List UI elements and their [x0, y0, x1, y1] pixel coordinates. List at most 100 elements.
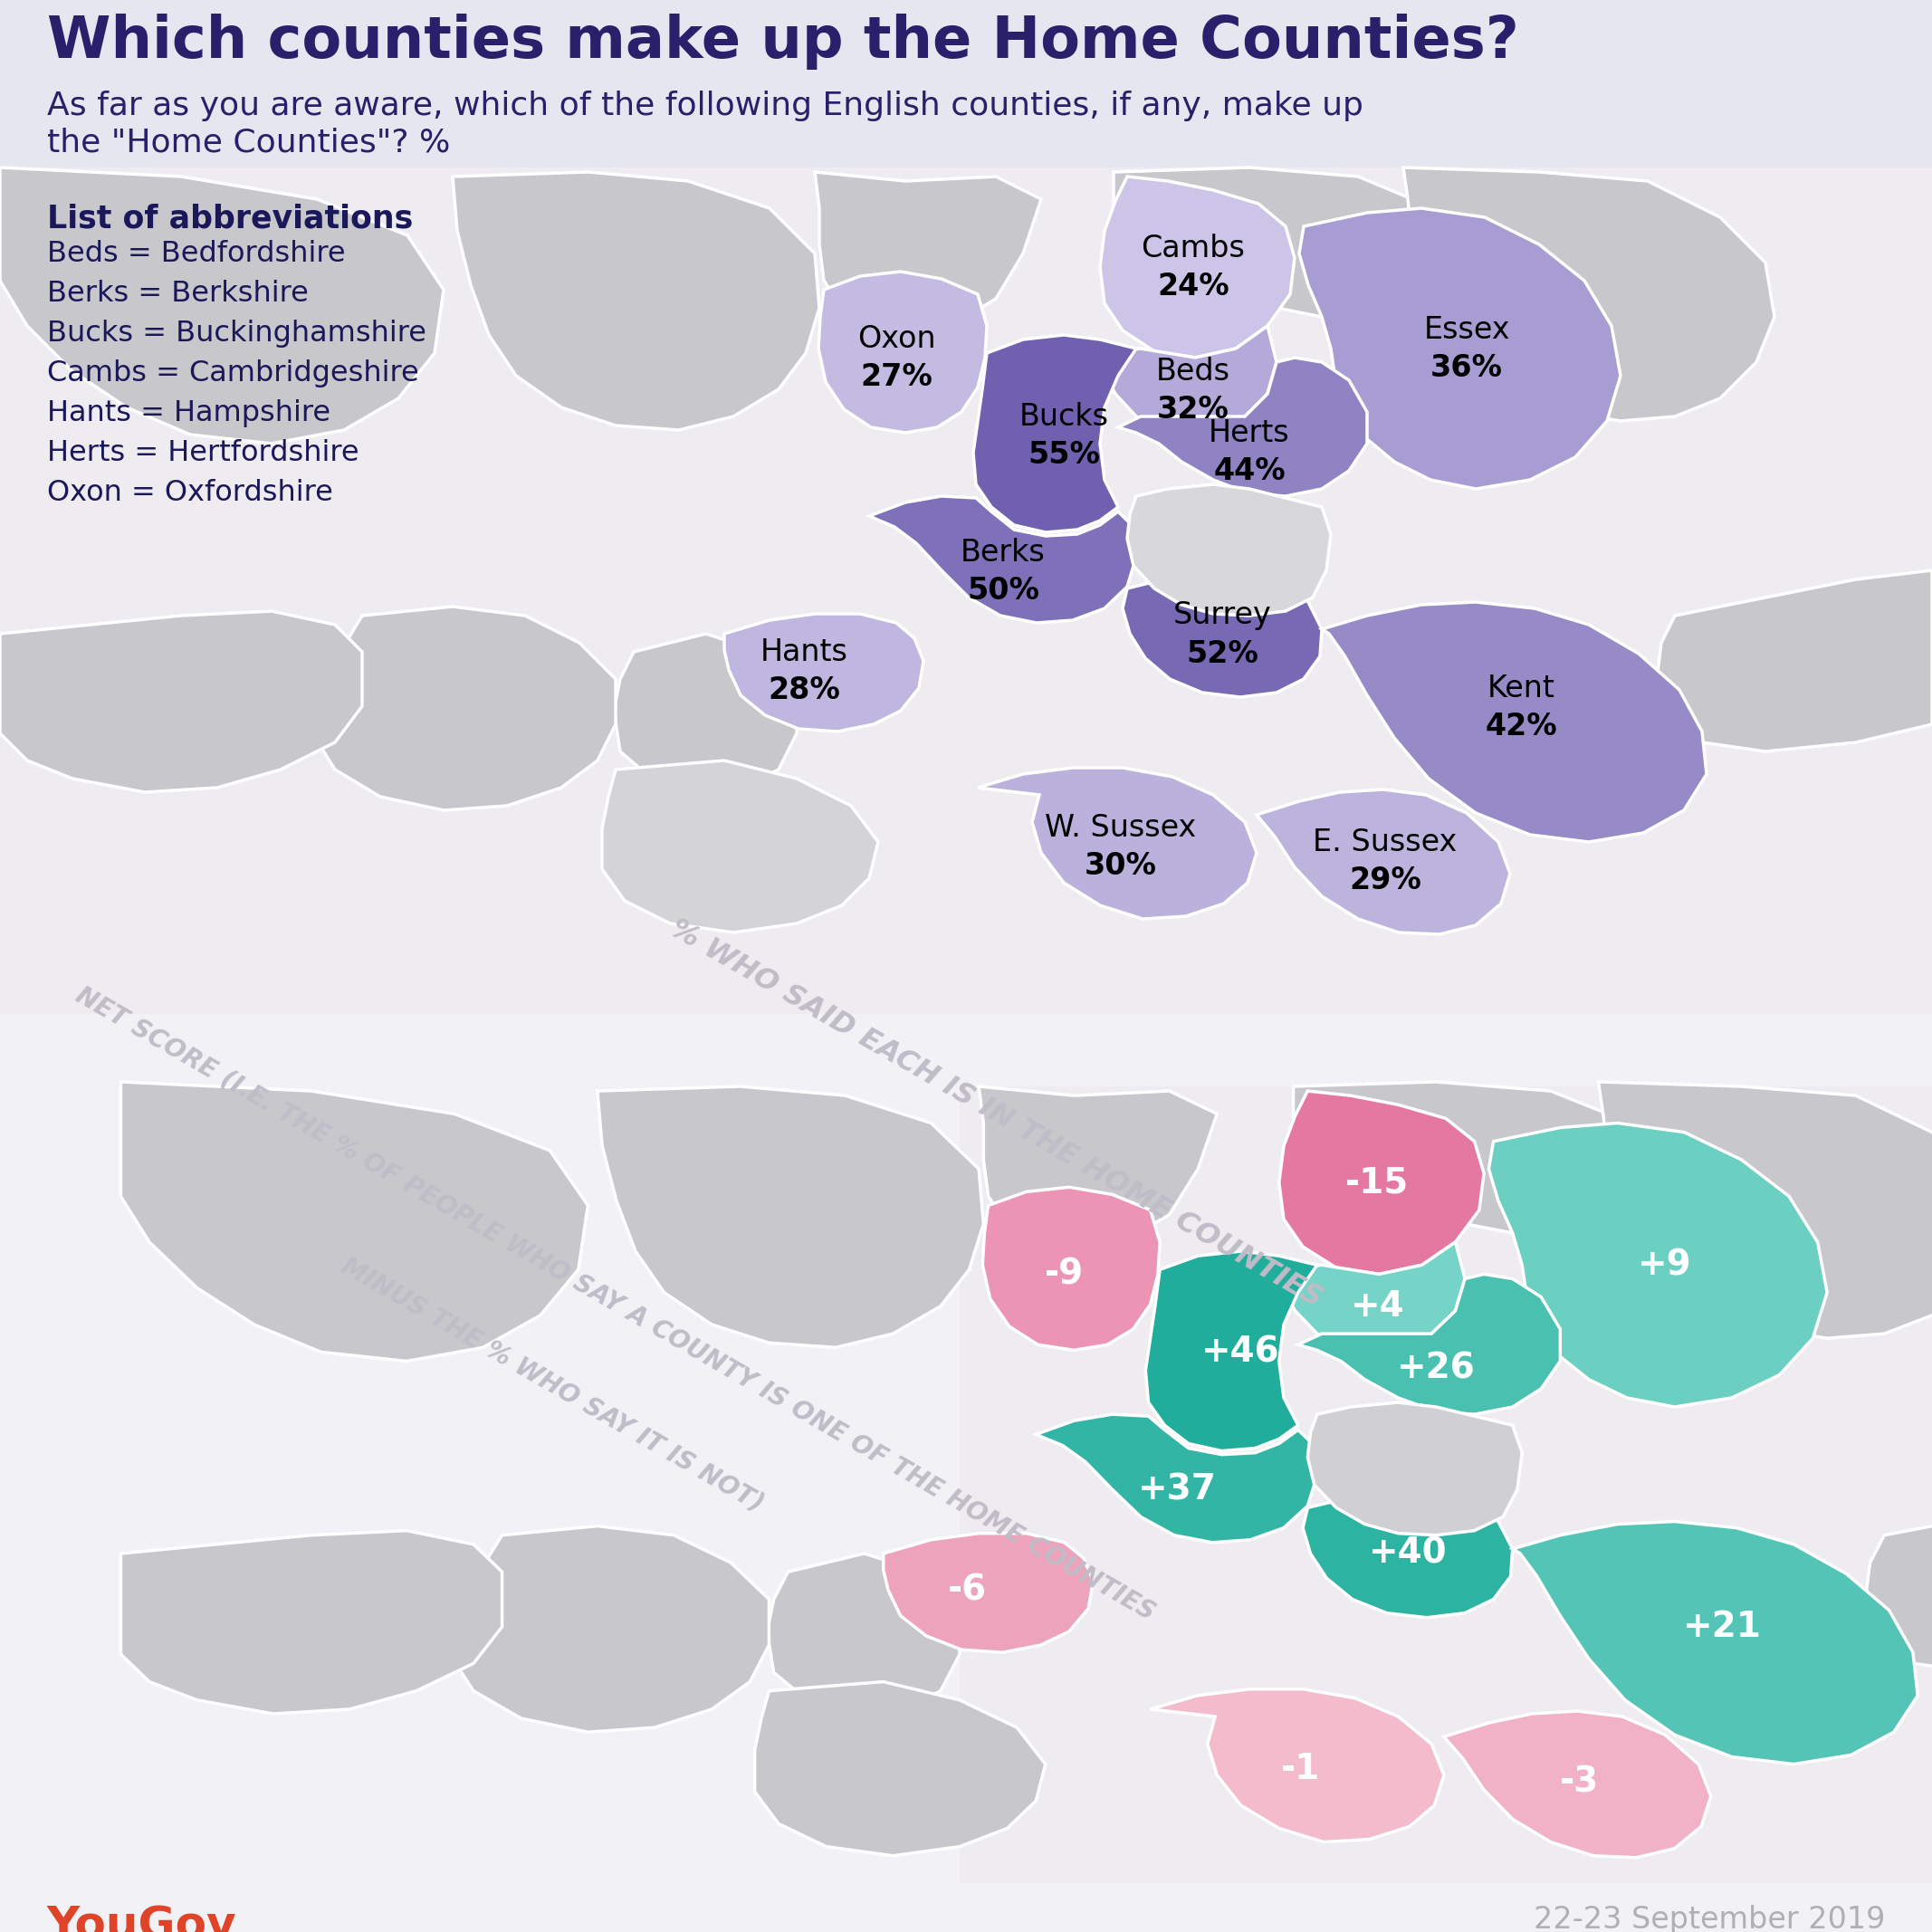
Polygon shape — [313, 607, 616, 810]
Polygon shape — [1146, 1252, 1318, 1451]
Polygon shape — [724, 614, 923, 732]
Polygon shape — [815, 172, 1041, 334]
Text: +37: +37 — [1138, 1472, 1217, 1507]
Text: Cambs: Cambs — [1142, 234, 1246, 265]
Text: W. Sussex: W. Sussex — [1045, 813, 1196, 844]
Polygon shape — [1490, 1122, 1828, 1406]
Polygon shape — [1036, 1414, 1318, 1542]
Text: 29%: 29% — [1349, 866, 1422, 895]
Polygon shape — [1864, 1490, 1932, 1673]
Polygon shape — [983, 1186, 1159, 1350]
Text: +21: +21 — [1683, 1609, 1762, 1644]
Text: 42%: 42% — [1486, 711, 1557, 742]
Text: -3: -3 — [1559, 1766, 1600, 1801]
Text: As far as you are aware, which of the following English counties, if any, make u: As far as you are aware, which of the fo… — [46, 91, 1364, 122]
Text: Beds = Bedfordshire: Beds = Bedfordshire — [46, 240, 346, 269]
Polygon shape — [1513, 1520, 1918, 1764]
Polygon shape — [603, 761, 879, 933]
Polygon shape — [1293, 1082, 1627, 1233]
Polygon shape — [980, 1086, 1217, 1252]
Polygon shape — [1302, 1493, 1513, 1617]
Text: 27%: 27% — [860, 363, 933, 392]
Text: Oxon: Oxon — [858, 325, 935, 354]
Text: % WHO SAID EACH IS IN THE HOME COUNTIES: % WHO SAID EACH IS IN THE HOME COUNTIES — [665, 914, 1327, 1312]
Text: +4: +4 — [1350, 1289, 1405, 1323]
Polygon shape — [1279, 1092, 1484, 1275]
Text: 52%: 52% — [1186, 639, 1258, 668]
Text: E. Sussex: E. Sussex — [1314, 827, 1457, 858]
Text: 36%: 36% — [1430, 354, 1503, 383]
Polygon shape — [1122, 576, 1321, 697]
Text: -15: -15 — [1345, 1165, 1408, 1200]
Text: +40: +40 — [1368, 1536, 1447, 1571]
Polygon shape — [122, 1530, 502, 1714]
Polygon shape — [1099, 327, 1277, 431]
Text: YouGov: YouGov — [46, 1905, 238, 1932]
Text: -1: -1 — [1281, 1752, 1320, 1785]
Text: Bucks: Bucks — [1018, 402, 1109, 431]
Polygon shape — [1279, 1242, 1464, 1347]
Text: +9: +9 — [1638, 1248, 1692, 1283]
Polygon shape — [1099, 176, 1294, 357]
Polygon shape — [1298, 1275, 1561, 1414]
Bar — [0, 0, 1932, 168]
Text: the "Home Counties"? %: the "Home Counties"? % — [46, 128, 450, 158]
Text: 32%: 32% — [1157, 394, 1229, 425]
Text: 44%: 44% — [1213, 456, 1285, 485]
Text: 24%: 24% — [1157, 272, 1229, 301]
Text: Hants: Hants — [759, 638, 848, 667]
Text: Surrey: Surrey — [1173, 601, 1271, 630]
Text: Which counties make up the Home Counties?: Which counties make up the Home Counties… — [46, 14, 1519, 70]
Polygon shape — [0, 168, 1932, 1014]
Polygon shape — [1119, 357, 1368, 497]
Text: Hants = Hampshire: Hants = Hampshire — [46, 400, 330, 427]
Text: Kent: Kent — [1488, 672, 1555, 703]
Text: 50%: 50% — [966, 576, 1039, 605]
Polygon shape — [1126, 485, 1331, 616]
Polygon shape — [122, 1082, 587, 1362]
Text: +26: +26 — [1397, 1350, 1476, 1385]
Text: 55%: 55% — [1028, 440, 1099, 469]
Polygon shape — [974, 334, 1136, 533]
Polygon shape — [0, 168, 444, 444]
Text: +46: +46 — [1202, 1335, 1281, 1370]
Polygon shape — [819, 272, 987, 433]
Text: Bucks = Buckinghamshire: Bucks = Buckinghamshire — [46, 319, 427, 348]
Text: 28%: 28% — [767, 674, 840, 705]
Polygon shape — [597, 1086, 983, 1347]
Polygon shape — [883, 1534, 1094, 1652]
Polygon shape — [960, 1086, 1932, 1884]
Polygon shape — [450, 1526, 769, 1733]
Polygon shape — [452, 172, 819, 431]
Text: -9: -9 — [1045, 1258, 1084, 1291]
Text: Essex: Essex — [1424, 315, 1511, 346]
Text: -6: -6 — [949, 1573, 987, 1607]
Text: 22-23 September 2019: 22-23 September 2019 — [1534, 1905, 1886, 1932]
Polygon shape — [1150, 1689, 1443, 1841]
Text: MINUS THE % WHO SAY IT IS NOT): MINUS THE % WHO SAY IT IS NOT) — [336, 1254, 767, 1517]
Polygon shape — [1256, 790, 1511, 935]
Text: Beds: Beds — [1155, 355, 1231, 386]
Text: Berks: Berks — [960, 537, 1045, 568]
Polygon shape — [1403, 168, 1774, 421]
Text: List of abbreviations: List of abbreviations — [46, 203, 413, 234]
Polygon shape — [0, 611, 361, 792]
Polygon shape — [755, 1681, 1045, 1857]
Polygon shape — [1321, 603, 1706, 842]
Polygon shape — [614, 634, 796, 792]
Polygon shape — [1443, 1712, 1712, 1857]
Polygon shape — [869, 497, 1136, 622]
Polygon shape — [1308, 1403, 1522, 1536]
Polygon shape — [1598, 1082, 1932, 1339]
Text: Herts: Herts — [1209, 417, 1291, 448]
Text: Herts = Hertfordshire: Herts = Hertfordshire — [46, 439, 359, 468]
Text: 30%: 30% — [1084, 852, 1157, 881]
Polygon shape — [1658, 570, 1932, 752]
Polygon shape — [767, 1553, 960, 1714]
Text: Cambs = Cambridgeshire: Cambs = Cambridgeshire — [46, 359, 419, 388]
Text: NET SCORE (I.E. THE % OF PEOPLE WHO SAY A COUNTY IS ONE OF THE HOME COUNTIES: NET SCORE (I.E. THE % OF PEOPLE WHO SAY … — [71, 981, 1159, 1625]
Polygon shape — [1298, 209, 1621, 489]
Text: Berks = Berkshire: Berks = Berkshire — [46, 280, 309, 307]
Text: Oxon = Oxfordshire: Oxon = Oxfordshire — [46, 479, 332, 506]
Polygon shape — [978, 767, 1256, 920]
